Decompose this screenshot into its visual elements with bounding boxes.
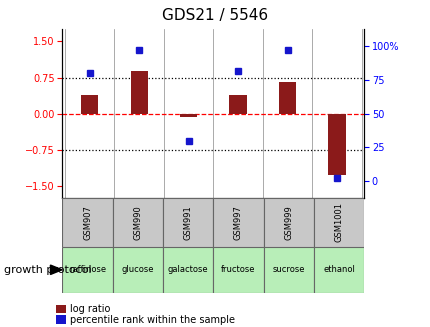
Text: raffinose: raffinose [69,265,106,274]
Text: growth protocol: growth protocol [4,265,92,275]
Bar [263,198,313,247]
Bar [130,71,147,113]
Bar [113,198,163,247]
Text: GSM990: GSM990 [133,205,142,240]
Text: GSM907: GSM907 [83,205,92,240]
Text: percentile rank within the sample: percentile rank within the sample [70,315,234,325]
Bar [229,95,246,113]
Bar [113,247,163,293]
Bar [62,247,113,293]
Text: GSM997: GSM997 [233,205,243,240]
Bar [328,113,345,175]
Bar [313,198,363,247]
Text: fructose: fructose [221,265,255,274]
Text: sucrose: sucrose [272,265,304,274]
Bar [180,113,197,117]
Polygon shape [50,265,62,274]
Bar [81,95,98,113]
Bar [62,198,113,247]
Text: galactose: galactose [168,265,208,274]
Text: glucose: glucose [121,265,154,274]
Bar [278,82,295,113]
Bar [163,198,213,247]
Text: GDS21 / 5546: GDS21 / 5546 [162,8,268,23]
Bar [163,247,213,293]
Text: GSM991: GSM991 [183,205,192,240]
Bar [213,198,263,247]
Text: GSM1001: GSM1001 [334,202,343,242]
Bar [263,247,313,293]
Text: GSM999: GSM999 [284,205,292,240]
Text: log ratio: log ratio [70,304,110,314]
Bar [213,247,263,293]
Text: ethanol: ethanol [322,265,354,274]
Bar [313,247,363,293]
